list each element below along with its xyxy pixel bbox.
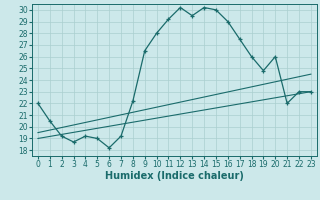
X-axis label: Humidex (Indice chaleur): Humidex (Indice chaleur) <box>105 171 244 181</box>
